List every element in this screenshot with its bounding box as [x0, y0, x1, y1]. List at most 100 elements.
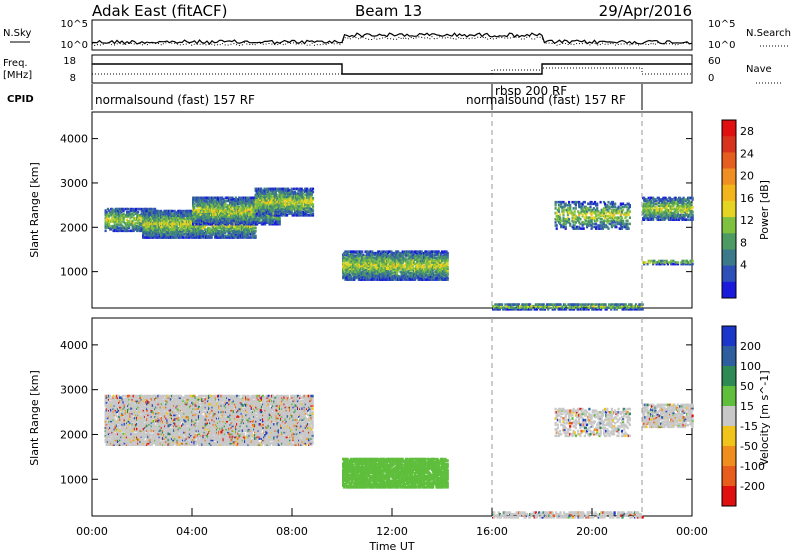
data-point-3281	[289, 193, 292, 197]
data-point-961	[188, 234, 191, 238]
data-point-2558	[252, 207, 255, 210]
data-point-3236	[284, 189, 288, 192]
data-point-494	[149, 209, 153, 213]
data-point-2449	[243, 198, 246, 201]
data-point-49	[111, 224, 114, 228]
data-point-2334	[234, 199, 237, 203]
data-point-160	[124, 215, 127, 219]
data-point-1156	[202, 231, 205, 235]
data-point-172	[127, 229, 130, 233]
data-point-2177	[220, 199, 223, 203]
data-point-1845	[193, 207, 196, 210]
data-point-147	[122, 214, 125, 217]
data-point-1610	[238, 230, 241, 233]
data-point-3237	[286, 214, 289, 217]
data-point-3319	[292, 187, 295, 191]
data-point-506	[151, 212, 154, 216]
data-point-1308	[215, 226, 218, 230]
data-point-1539	[233, 222, 236, 225]
data-point-1897	[197, 199, 200, 203]
data-point-3208	[282, 187, 285, 191]
data-point-3589	[345, 264, 348, 267]
data-point-680	[164, 214, 167, 217]
data-point-2200	[222, 207, 225, 210]
data-point-1944	[202, 216, 205, 220]
data-point-1898	[197, 198, 200, 201]
data-point-189	[129, 217, 132, 220]
data-point-756	[171, 234, 174, 238]
data-point-3088	[272, 201, 275, 205]
data-point-2069	[212, 205, 215, 209]
data-point-3064	[270, 207, 273, 211]
data-point-3258	[287, 193, 290, 197]
data-point-14	[105, 221, 108, 225]
data-point-1909	[198, 202, 201, 206]
data-point-1265	[211, 228, 214, 231]
data-point-3460	[305, 200, 308, 203]
data-point-871	[180, 219, 183, 222]
data-point-762	[171, 225, 174, 228]
data-point-857	[179, 214, 182, 217]
data-point-123	[120, 229, 123, 233]
data-point-3007	[264, 196, 267, 200]
data-point-185	[128, 214, 131, 217]
data-point-3243	[286, 201, 289, 205]
data-point-2117	[215, 201, 218, 204]
data-point-234	[134, 207, 138, 211]
data-point-4910	[501, 303, 504, 306]
data-point-1673	[243, 225, 246, 228]
data-point-700	[166, 233, 169, 236]
data-point-3262	[288, 212, 291, 215]
data-point-3053	[269, 198, 272, 202]
data-point-707	[166, 222, 169, 225]
data-point-630	[161, 231, 164, 235]
data-point-3558	[343, 267, 346, 270]
data-point-3198	[282, 210, 285, 214]
data-point-1226	[208, 226, 211, 230]
data-point-3278	[289, 200, 292, 203]
data-point-821	[175, 216, 178, 219]
data-point-3622	[347, 255, 350, 258]
data-point-101	[116, 214, 120, 217]
data-point-3561	[343, 262, 346, 266]
data-point-2561	[252, 201, 255, 204]
data-point-3466	[306, 214, 309, 217]
nsearch-tick-bottom: 10^0	[708, 40, 735, 51]
data-point-3419	[301, 207, 304, 211]
data-point-653	[162, 217, 165, 221]
data-point-2009	[207, 222, 210, 226]
data-point-69	[113, 223, 116, 226]
data-point-3619	[347, 261, 350, 264]
data-point-3169	[279, 189, 282, 192]
data-point-181	[128, 226, 131, 229]
data-point-3203	[282, 196, 285, 200]
data-point-1810	[254, 236, 257, 239]
data-point-1947	[202, 212, 205, 215]
data-point-984	[189, 216, 192, 219]
data-point-3494	[308, 209, 311, 212]
data-point-797	[174, 234, 177, 238]
data-point-2976	[261, 189, 264, 192]
data-point-3058	[269, 189, 272, 192]
data-point-210	[132, 229, 135, 233]
data-point-1607	[238, 234, 241, 238]
data-point-3314	[292, 198, 295, 202]
data-point-297	[142, 207, 145, 211]
data-point-588	[157, 217, 160, 221]
data-point-4346	[405, 270, 408, 274]
cpid-segment-1: normalsound (fast) 157 RF	[95, 93, 255, 107]
data-point-2042	[210, 201, 213, 204]
data-point-701	[166, 231, 169, 235]
data-point-3059	[269, 187, 272, 191]
data-point-1960	[203, 213, 206, 217]
data-point-1841	[193, 215, 196, 218]
data-point-802	[174, 226, 177, 230]
data-point-3611	[347, 275, 350, 278]
data-point-654	[162, 214, 165, 217]
data-point-712	[166, 212, 169, 216]
data-point-536	[153, 209, 156, 213]
data-point-913	[184, 233, 187, 236]
data-point-980	[189, 222, 192, 225]
data-point-2924	[256, 189, 259, 192]
data-point-2348	[235, 201, 239, 204]
